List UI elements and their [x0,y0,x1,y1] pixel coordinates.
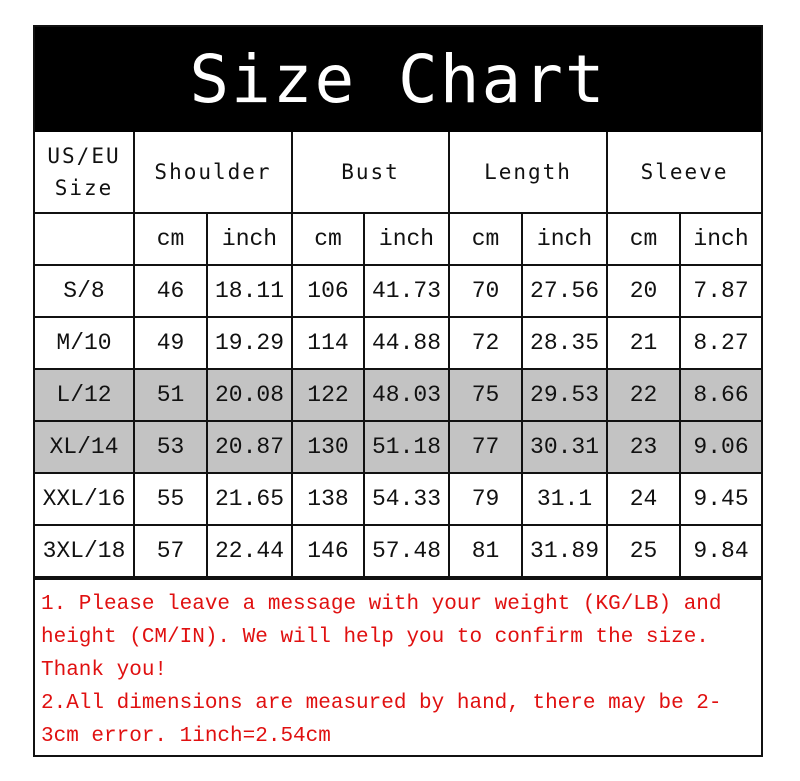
value-cell: 122 [291,368,365,422]
sleeve-header: Sleeve [606,132,762,214]
value-cell: 53 [133,420,208,474]
value-cell: 48.03 [362,368,451,422]
note-line: 1. Please leave a message with your weig… [41,593,722,616]
size-header-line1: US/EU [47,144,121,168]
size-cell: XXL/16 [35,472,135,526]
value-cell: 20.08 [206,368,293,422]
value-cell: 44.88 [362,316,451,370]
size-table: US/EU Size Shoulder Bust Length Sleeve cm… [35,132,762,578]
note-line: 3cm error. 1inch=2.54cm [41,725,331,748]
value-cell: 23 [606,420,682,474]
value-cell: 49 [133,316,208,370]
size-cell: 3XL/18 [35,524,135,578]
bust-header: Bust [290,132,451,214]
value-cell: 114 [291,316,365,370]
unit-cm: cm [606,212,682,266]
value-cell: 130 [291,420,365,474]
notes: 1. Please leave a message with your weig… [35,578,761,755]
size-cell: M/10 [35,316,135,370]
note-line: Thank you! [41,659,168,682]
table-row: XL/14 53 20.87 130 51.18 77 30.31 23 9.06 [35,420,762,474]
table-row: XXL/16 55 21.65 138 54.33 79 31.1 24 9.45 [35,472,762,526]
value-cell: 138 [291,472,365,526]
chart-title: Size Chart [35,27,761,132]
value-cell: 18.11 [206,264,293,318]
table-row: S/8 46 18.11 106 41.73 70 27.56 20 7.87 [35,264,762,318]
value-cell: 21 [606,316,682,370]
value-cell: 51.18 [362,420,451,474]
value-cell: 81 [448,524,524,578]
value-cell: 70 [448,264,524,318]
size-chart: Size Chart US/EU Size Shoulder Bust Lengt… [33,25,763,757]
value-cell: 22.44 [206,524,293,578]
value-cell: 20 [606,264,682,318]
value-cell: 8.66 [679,368,762,422]
value-cell: 9.84 [679,524,762,578]
value-cell: 72 [448,316,524,370]
unit-inch: inch [679,212,762,266]
size-cell: S/8 [35,264,135,318]
value-cell: 19.29 [206,316,293,370]
value-cell: 106 [291,264,365,318]
value-cell: 55 [133,472,208,526]
value-cell: 28.35 [521,316,609,370]
value-cell: 57 [133,524,208,578]
value-cell: 9.45 [679,472,762,526]
size-header-line2: Size [54,176,114,200]
value-cell: 22 [606,368,682,422]
value-cell: 79 [448,472,524,526]
size-header: US/EU Size [35,132,135,214]
value-cell: 41.73 [362,264,451,318]
value-cell: 46 [133,264,208,318]
unit-cm: cm [291,212,365,266]
note-line: 2.All dimensions are measured by hand, t… [41,692,722,715]
value-cell: 57.48 [362,524,451,578]
table-row: L/12 51 20.08 122 48.03 75 29.53 22 8.66 [35,368,762,422]
table-row: 3XL/18 57 22.44 146 57.48 81 31.89 25 9.84 [35,524,762,578]
table-row: M/10 49 19.29 114 44.88 72 28.35 21 8.27 [35,316,762,370]
note-line: height (CM/IN). We will help you to conf… [41,626,709,649]
unit-cm: cm [448,212,524,266]
value-cell: 31.89 [521,524,609,578]
unit-row: cm inch cm inch cm inch cm inch [35,212,762,266]
unit-blank [35,212,135,266]
value-cell: 24 [606,472,682,526]
length-header: Length [448,132,609,214]
value-cell: 21.65 [206,472,293,526]
value-cell: 146 [291,524,365,578]
value-cell: 31.1 [521,472,609,526]
value-cell: 8.27 [679,316,762,370]
value-cell: 30.31 [521,420,609,474]
unit-inch: inch [206,212,293,266]
unit-inch: inch [521,212,609,266]
value-cell: 54.33 [362,472,451,526]
value-cell: 51 [133,368,208,422]
value-cell: 77 [448,420,524,474]
size-cell: L/12 [35,368,135,422]
value-cell: 27.56 [521,264,609,318]
value-cell: 29.53 [521,368,609,422]
unit-inch: inch [362,212,451,266]
unit-cm: cm [133,212,208,266]
value-cell: 25 [606,524,682,578]
value-cell: 9.06 [679,420,762,474]
shoulder-header: Shoulder [133,132,293,214]
header-row: US/EU Size Shoulder Bust Length Sleeve [35,132,762,214]
value-cell: 20.87 [206,420,293,474]
value-cell: 7.87 [679,264,762,318]
value-cell: 75 [448,368,524,422]
size-cell: XL/14 [35,420,135,474]
